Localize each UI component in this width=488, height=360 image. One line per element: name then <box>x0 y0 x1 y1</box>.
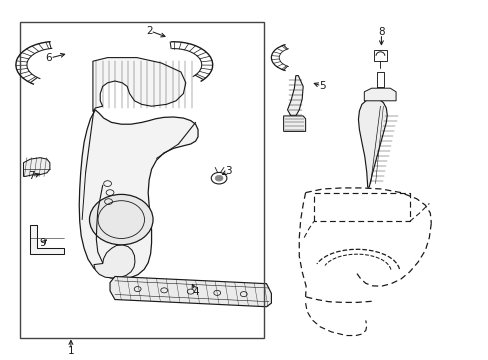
Polygon shape <box>30 225 63 254</box>
Polygon shape <box>94 245 135 278</box>
Polygon shape <box>364 88 395 101</box>
Bar <box>373 50 386 61</box>
Polygon shape <box>93 58 185 112</box>
Polygon shape <box>283 116 305 131</box>
Text: 6: 6 <box>45 53 52 63</box>
Text: 8: 8 <box>377 27 384 37</box>
Bar <box>20 22 264 338</box>
Polygon shape <box>23 158 50 176</box>
Polygon shape <box>110 276 271 307</box>
Text: 1: 1 <box>67 346 74 356</box>
Circle shape <box>215 175 223 181</box>
Text: 5: 5 <box>319 81 325 91</box>
Ellipse shape <box>89 194 153 245</box>
Polygon shape <box>358 98 386 187</box>
Polygon shape <box>287 76 303 116</box>
Text: 4: 4 <box>192 287 199 297</box>
Text: 9: 9 <box>40 238 46 248</box>
Text: 3: 3 <box>225 166 232 176</box>
Text: 2: 2 <box>145 26 152 36</box>
Polygon shape <box>79 110 198 279</box>
Text: 7: 7 <box>28 171 35 181</box>
